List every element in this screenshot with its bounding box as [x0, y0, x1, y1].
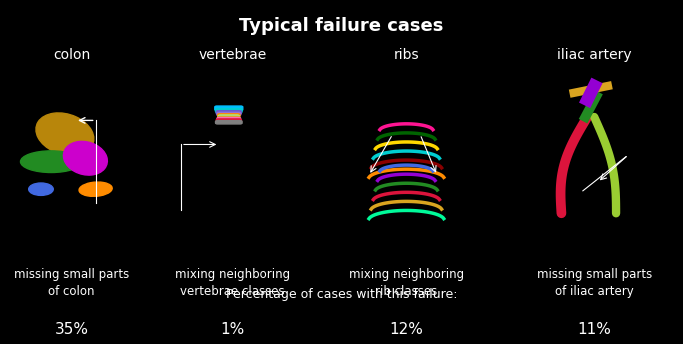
Text: mixing neighboring
vertebrae classes: mixing neighboring vertebrae classes	[175, 268, 290, 298]
Text: colon: colon	[53, 48, 90, 62]
Text: 35%: 35%	[55, 322, 89, 337]
Text: Typical failure cases: Typical failure cases	[239, 17, 444, 35]
Text: missing small parts
of colon: missing small parts of colon	[14, 268, 129, 298]
Text: 1%: 1%	[220, 322, 245, 337]
FancyBboxPatch shape	[214, 106, 243, 110]
Text: 11%: 11%	[577, 322, 611, 337]
FancyBboxPatch shape	[216, 121, 242, 124]
FancyBboxPatch shape	[218, 114, 240, 117]
Text: vertebrae: vertebrae	[198, 48, 266, 62]
FancyBboxPatch shape	[216, 109, 242, 112]
Ellipse shape	[79, 182, 112, 196]
Text: Percentage of cases with this failure:: Percentage of cases with this failure:	[226, 288, 457, 301]
Text: iliac artery: iliac artery	[557, 48, 632, 62]
FancyBboxPatch shape	[218, 116, 240, 119]
FancyBboxPatch shape	[217, 112, 240, 116]
Ellipse shape	[20, 151, 82, 173]
Text: missing small parts
of iliac artery: missing small parts of iliac artery	[537, 268, 652, 298]
Text: 12%: 12%	[389, 322, 423, 337]
Text: ribs: ribs	[393, 48, 419, 62]
FancyBboxPatch shape	[217, 111, 241, 114]
FancyBboxPatch shape	[217, 118, 240, 121]
FancyBboxPatch shape	[217, 119, 241, 122]
FancyBboxPatch shape	[219, 115, 239, 118]
Ellipse shape	[64, 141, 107, 175]
Ellipse shape	[36, 113, 94, 155]
Text: mixing neighboring
rib classes: mixing neighboring rib classes	[349, 268, 464, 298]
Ellipse shape	[29, 183, 53, 195]
